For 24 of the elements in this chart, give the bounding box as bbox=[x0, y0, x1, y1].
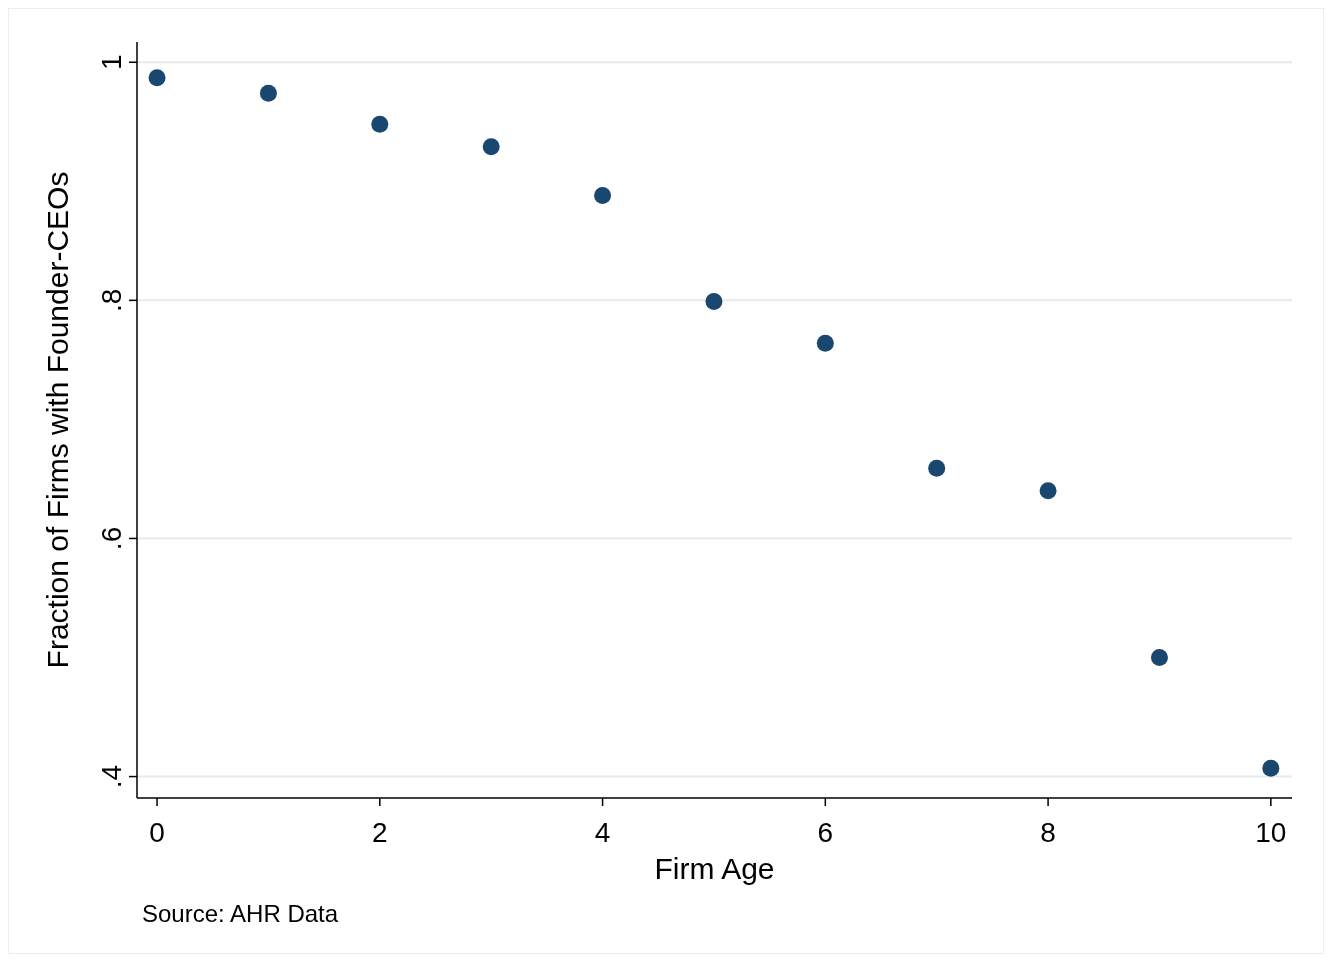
source-note: Source: AHR Data bbox=[142, 900, 339, 927]
x-tick-label: 8 bbox=[1040, 817, 1056, 848]
point bbox=[1039, 482, 1057, 500]
point bbox=[816, 334, 834, 352]
x-axis-title: Firm Age bbox=[654, 852, 775, 885]
x-tick-label: 10 bbox=[1255, 817, 1287, 848]
y-tick-label: .4 bbox=[96, 764, 127, 789]
point bbox=[928, 459, 946, 477]
point bbox=[482, 138, 500, 156]
x-tick-label: 6 bbox=[817, 817, 834, 848]
point bbox=[148, 69, 166, 87]
point bbox=[594, 187, 612, 205]
point bbox=[705, 293, 723, 311]
point bbox=[371, 115, 389, 133]
point bbox=[259, 84, 277, 102]
y-tick-label: .6 bbox=[96, 526, 127, 551]
x-tick-label: 0 bbox=[149, 817, 165, 848]
y-axis-title: Fraction of Firms with Founder-CEOs bbox=[41, 171, 74, 669]
x-tick-label: 4 bbox=[594, 817, 611, 848]
point bbox=[1262, 759, 1280, 777]
y-tick-label: .8 bbox=[96, 288, 127, 313]
x-tick-label: 2 bbox=[372, 817, 388, 848]
point bbox=[1150, 649, 1168, 667]
y-tick-label: 1 bbox=[96, 54, 127, 71]
